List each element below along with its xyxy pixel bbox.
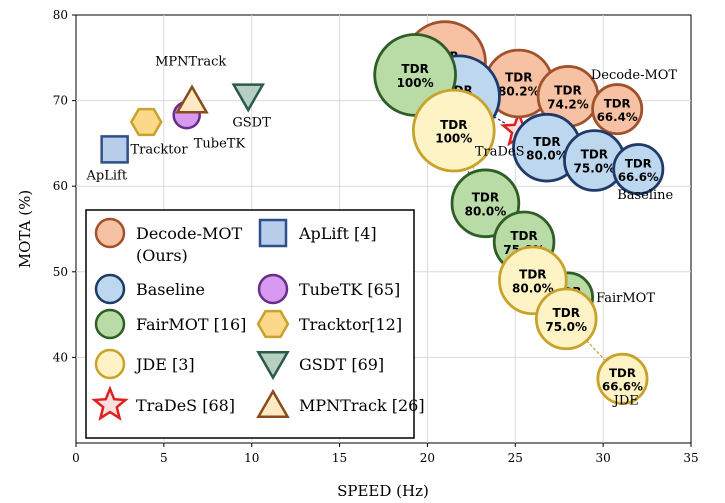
legend-label-gsdt-69: GSDT [69] <box>299 355 384 374</box>
jde-bubble-label: TDR <box>609 366 636 380</box>
jde-annotation: JDE <box>612 393 639 408</box>
jde-bubble-value: 66.6% <box>602 380 643 394</box>
aplift-annotation: ApLift <box>86 168 128 183</box>
legend-label-mpntrack-26: MPNTrack [26] <box>299 396 425 415</box>
decode-mot-bubble-value: 66.4% <box>597 110 638 124</box>
x-tick-label: 30 <box>596 451 611 465</box>
jde-bubble <box>596 352 649 405</box>
legend: Decode-MOT (Ours) ApLift [4] Baseline TubeTK… <box>85 209 425 439</box>
x-axis-title: SPEED (Hz) <box>337 482 429 500</box>
y-tick-label: 40 <box>53 350 68 364</box>
baseline-bubble-label: TDR <box>625 156 652 170</box>
y-tick-label: 70 <box>53 94 68 108</box>
legend-marker-mpntrack-26 <box>256 388 290 418</box>
jde-bubble <box>411 88 496 173</box>
y-tick-label: 80 <box>53 8 68 22</box>
decode-mot-bubble-label: TDR <box>554 84 581 98</box>
axis-ticks: 0 5 10 15 20 25 30 35 40 50 60 70 80 <box>53 8 699 465</box>
legend-label-baseline: Baseline <box>136 280 205 299</box>
trades-annotation: TraDeS <box>475 144 525 159</box>
x-tick-label: 5 <box>160 451 168 465</box>
fairmot-bubble-value: 80.0% <box>465 204 507 218</box>
baseline-bubble-label: TDR <box>581 148 608 162</box>
legend-marker-gsdt-69 <box>256 351 290 381</box>
mpntrack-marker <box>175 84 209 114</box>
legend-marker-aplift-4 <box>258 218 288 248</box>
x-tick-label: 15 <box>332 451 347 465</box>
baseline-bubble-value: 66.6% <box>618 170 659 184</box>
legend-marker-jde-3 <box>94 348 126 380</box>
legend-label-aplift-4: ApLift [4] <box>298 224 377 243</box>
jde-bubble-value: 100% <box>435 132 472 146</box>
decode-mot-bubble-value: 74.2% <box>547 97 589 111</box>
legend-label-jde-3: JDE [3] <box>134 355 195 374</box>
mpntrack-annotation: MPNTrack <box>155 55 226 70</box>
jde-bubble-label: TDR <box>553 306 580 320</box>
legend-label-fairmot-16: FairMOT [16] <box>136 315 246 334</box>
decode-mot-bubble <box>591 83 644 136</box>
legend-box <box>85 209 415 439</box>
y-axis-title: MOTA (%) <box>16 190 34 268</box>
decode-mot-annotation: Decode-MOT <box>591 68 678 83</box>
legend-marker-decode-mot <box>94 217 126 249</box>
jde-connector <box>453 130 623 380</box>
x-tick-label: 20 <box>420 451 435 465</box>
baseline-bubble <box>612 143 665 196</box>
legend-marker-baseline <box>94 273 126 305</box>
fairmot-annotation: FairMOT <box>596 291 655 306</box>
legend-marker-fairmot-16 <box>94 308 126 340</box>
fairmot-bubble-label: TDR <box>472 191 499 205</box>
jde-bubble-value: 80.0% <box>512 281 554 295</box>
fairmot-bubble-value: 100% <box>397 76 434 90</box>
baseline-bubble-value: 75.0% <box>574 162 616 176</box>
tracktor-annotation: Tracktor <box>130 143 188 158</box>
legend-label-trades-68: TraDeS [68] <box>136 396 235 415</box>
baseline-bubble-label: TDR <box>533 135 560 149</box>
jde-bubble <box>534 287 598 351</box>
tracktor-marker <box>129 107 163 137</box>
decode-mot-bubble-label: TDR <box>604 96 631 110</box>
jde-bubble-label: TDR <box>440 118 467 132</box>
gsdt-annotation: GSDT <box>232 115 271 130</box>
legend-label-tubetk-65: TubeTK [65] <box>299 280 400 299</box>
jde-bubble-value: 75.0% <box>545 320 587 334</box>
fairmot-bubble-label: TDR <box>401 62 428 76</box>
fairmot-bubble-label: TDR <box>510 229 537 243</box>
tubetk-annotation: TubeTK <box>194 137 246 152</box>
legend-marker-tracktor-12 <box>256 309 290 339</box>
point-annotations: Decode-MOT Baseline FairMOT JDE TraDeS ApLift… <box>86 55 678 409</box>
data-points: TDR100%TDR80.2%TDR74.2%TDR66.4%TDR100%TD… <box>100 20 665 405</box>
legend-marker-tubetk-65 <box>257 273 289 305</box>
baseline-bubble-value: 80.0% <box>526 149 568 163</box>
x-tick-label: 25 <box>508 451 523 465</box>
gsdt-marker <box>231 83 265 113</box>
aplift-marker <box>100 135 129 164</box>
legend-sublabel: (Ours) <box>136 246 188 265</box>
baseline-annotation: Baseline <box>617 188 673 203</box>
y-tick-label: 60 <box>53 179 68 193</box>
legend-marker-trades-68 <box>91 385 129 421</box>
x-tick-label: 10 <box>244 451 259 465</box>
jde-bubble-label: TDR <box>519 268 546 282</box>
legend-label-decode-mot: Decode-MOT <box>136 224 243 243</box>
y-tick-label: 50 <box>53 265 68 279</box>
legend-label-tracktor-12: Tracktor[12] <box>299 315 402 334</box>
decode-mot-bubble-value: 80.2% <box>498 84 540 98</box>
x-tick-label: 35 <box>683 451 698 465</box>
x-tick-label: 0 <box>72 451 80 465</box>
decode-mot-bubble-label: TDR <box>505 71 532 85</box>
